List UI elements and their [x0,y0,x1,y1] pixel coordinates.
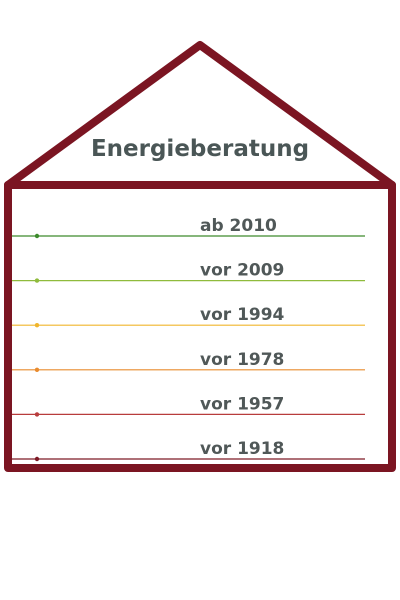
levels: ab 2010 vor 2009 vor 1994 vor 1978 vor 1957 v… [12,216,365,462]
roof [4,41,396,189]
title: Energieberatung [91,136,309,162]
level-label: vor 2009 [200,261,284,281]
level-label: ab 2010 [200,216,277,236]
house-body [4,181,396,472]
level-label: vor 1978 [200,350,284,370]
level-dot [34,367,40,372]
level-dot [34,278,40,283]
level-dot [34,412,40,417]
level-dot [34,323,40,328]
level-label: vor 1957 [200,394,284,414]
level-dot [34,456,40,462]
level-dot [34,233,40,239]
level-label: vor 1994 [200,305,285,325]
level-label: vor 1918 [200,439,284,459]
